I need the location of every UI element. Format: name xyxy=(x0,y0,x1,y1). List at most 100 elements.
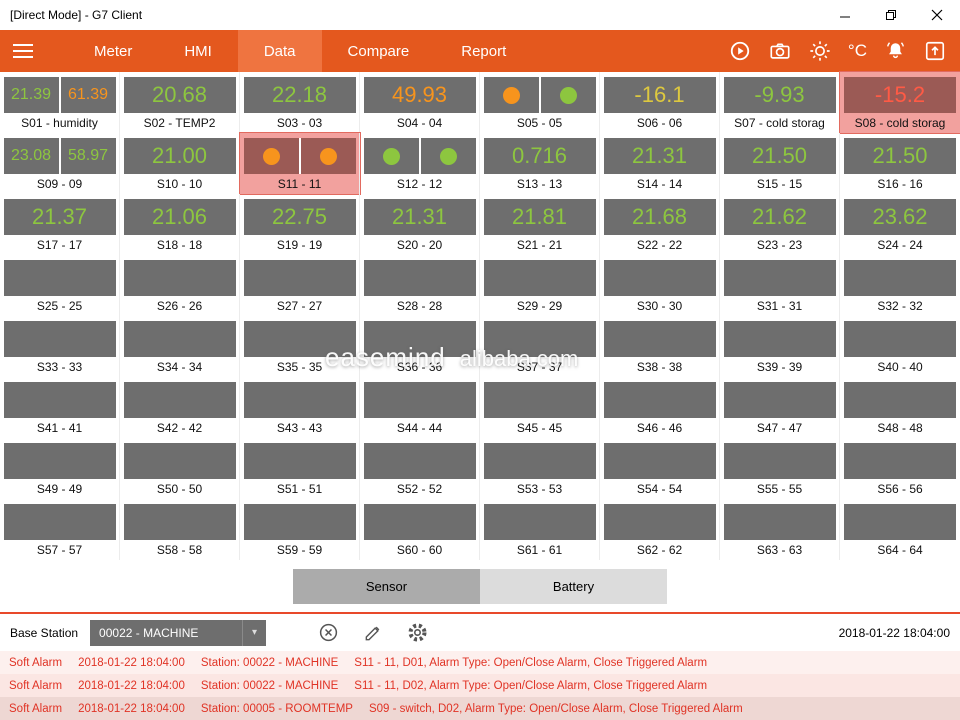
sensor-value-box xyxy=(123,321,236,357)
sensor-value-box xyxy=(3,321,116,357)
alarm-row[interactable]: Soft Alarm 2018-01-22 18:04:00 Station: 00… xyxy=(0,651,960,674)
restore-button[interactable] xyxy=(868,0,914,30)
tab-compare[interactable]: Compare xyxy=(347,42,410,60)
sensor-tile[interactable]: S62 - 62 xyxy=(600,499,720,560)
sensor-tile[interactable]: S51 - 51 xyxy=(240,438,360,499)
sensor-value: 58.97 xyxy=(58,138,116,174)
sensor-tile[interactable]: -15.2 S08 - cold storag xyxy=(839,71,960,134)
sensor-tile[interactable]: S63 - 63 xyxy=(720,499,840,560)
sensor-tile[interactable]: 23.62 S24 - 24 xyxy=(840,194,960,255)
sensor-tile[interactable]: S26 - 26 xyxy=(120,255,240,316)
sensor-tile[interactable]: 21.39 61.39 S01 - humidity xyxy=(0,72,120,133)
sensor-label: S52 - 52 xyxy=(396,482,443,496)
sensor-tile[interactable]: S34 - 34 xyxy=(120,316,240,377)
temperature-unit[interactable]: °C xyxy=(847,41,867,60)
sensor-tile[interactable]: 0.716 S13 - 13 xyxy=(480,133,600,194)
sensor-tile[interactable]: S38 - 38 xyxy=(600,316,720,377)
sensor-tile[interactable]: S11 - 11 xyxy=(239,132,361,195)
tab-report[interactable]: Report xyxy=(461,42,507,60)
sensor-tile[interactable]: S39 - 39 xyxy=(720,316,840,377)
sensor-tile[interactable]: 21.00 S10 - 10 xyxy=(120,133,240,194)
alarm-bell-icon[interactable] xyxy=(884,40,907,62)
alarm-row[interactable]: Soft Alarm 2018-01-22 18:04:00 Station: 00… xyxy=(0,674,960,697)
sensor-tile[interactable]: S57 - 57 xyxy=(0,499,120,560)
sensor-tile[interactable]: S55 - 55 xyxy=(720,438,840,499)
sensor-tile[interactable]: S52 - 52 xyxy=(360,438,480,499)
minimize-button[interactable] xyxy=(822,0,868,30)
sensor-tile[interactable]: 21.31 S14 - 14 xyxy=(600,133,720,194)
sensor-tile[interactable]: S59 - 59 xyxy=(240,499,360,560)
sensor-tile[interactable]: -9.93 S07 - cold storag xyxy=(720,72,840,133)
sensor-tile[interactable]: S61 - 61 xyxy=(480,499,600,560)
sensor-tile[interactable]: S32 - 32 xyxy=(840,255,960,316)
battery-mode-button[interactable]: Battery xyxy=(480,569,667,604)
sensor-mode-button[interactable]: Sensor xyxy=(293,569,480,604)
sensor-value-box: 22.75 xyxy=(243,199,356,235)
sensor-value-box xyxy=(243,382,356,418)
sensor-tile[interactable]: 21.50 S16 - 16 xyxy=(840,133,960,194)
sensor-tile[interactable]: S42 - 42 xyxy=(120,377,240,438)
sensor-value: 23.08 xyxy=(10,147,52,164)
menu-button[interactable] xyxy=(0,30,46,72)
sensor-tile[interactable]: S12 - 12 xyxy=(360,133,480,194)
cancel-circle-icon[interactable] xyxy=(318,622,339,643)
sensor-tile[interactable]: S29 - 29 xyxy=(480,255,600,316)
edit-pencil-icon[interactable] xyxy=(363,623,383,643)
brightness-icon[interactable] xyxy=(809,40,831,62)
sensor-label: S42 - 42 xyxy=(156,421,203,435)
alarm-row[interactable]: Soft Alarm 2018-01-22 18:04:00 Station: 00… xyxy=(0,697,960,720)
sensor-tile[interactable]: S58 - 58 xyxy=(120,499,240,560)
camera-icon[interactable] xyxy=(768,40,792,62)
sensor-tile[interactable]: S64 - 64 xyxy=(840,499,960,560)
sensor-tile[interactable]: 22.75 S19 - 19 xyxy=(240,194,360,255)
sensor-tile[interactable]: S50 - 50 xyxy=(120,438,240,499)
sensor-tile[interactable]: 21.81 S21 - 21 xyxy=(480,194,600,255)
export-image-icon[interactable] xyxy=(924,40,946,62)
run-circle-icon[interactable] xyxy=(729,40,751,62)
sensor-tile[interactable]: -16.1 S06 - 06 xyxy=(600,72,720,133)
sensor-tile[interactable]: S36 - 36 xyxy=(360,316,480,377)
sensor-tile[interactable]: 23.08 58.97 S09 - 09 xyxy=(0,133,120,194)
sensor-tile[interactable]: 21.50 S15 - 15 xyxy=(720,133,840,194)
tab-hmi[interactable]: HMI xyxy=(184,42,212,60)
sensor-tile[interactable]: 21.37 S17 - 17 xyxy=(0,194,120,255)
sensor-tile[interactable]: S43 - 43 xyxy=(240,377,360,438)
sensor-tile[interactable]: S35 - 35 xyxy=(240,316,360,377)
sensor-tile[interactable]: 21.06 S18 - 18 xyxy=(120,194,240,255)
sensor-tile[interactable]: S40 - 40 xyxy=(840,316,960,377)
sensor-value-box xyxy=(483,504,596,540)
sensor-tile[interactable]: S33 - 33 xyxy=(0,316,120,377)
sensor-tile[interactable]: S60 - 60 xyxy=(360,499,480,560)
sensor-tile[interactable]: 49.93 S04 - 04 xyxy=(360,72,480,133)
sensor-tile[interactable]: S47 - 47 xyxy=(720,377,840,438)
sensor-tile[interactable]: S54 - 54 xyxy=(600,438,720,499)
sensor-value-box xyxy=(483,77,596,113)
sensor-tile[interactable]: S05 - 05 xyxy=(480,72,600,133)
sensor-tile[interactable]: S25 - 25 xyxy=(0,255,120,316)
sensor-tile[interactable]: S46 - 46 xyxy=(600,377,720,438)
sensor-tile[interactable]: 21.62 S23 - 23 xyxy=(720,194,840,255)
sensor-tile[interactable]: 21.31 S20 - 20 xyxy=(360,194,480,255)
tab-data[interactable]: Data xyxy=(237,30,322,72)
settings-gear-icon[interactable] xyxy=(407,622,428,643)
sensor-tile[interactable]: S53 - 53 xyxy=(480,438,600,499)
sensor-tile[interactable]: 22.18 S03 - 03 xyxy=(240,72,360,133)
sensor-tile[interactable]: S44 - 44 xyxy=(360,377,480,438)
sensor-label: S41 - 41 xyxy=(36,421,83,435)
sensor-tile[interactable]: S28 - 28 xyxy=(360,255,480,316)
sensor-value-box xyxy=(363,321,476,357)
sensor-tile[interactable]: S49 - 49 xyxy=(0,438,120,499)
sensor-tile[interactable]: S45 - 45 xyxy=(480,377,600,438)
tab-meter[interactable]: Meter xyxy=(94,42,133,60)
station-select[interactable]: 00022 - MACHINE ▾ xyxy=(90,619,267,646)
sensor-tile[interactable]: S56 - 56 xyxy=(840,438,960,499)
sensor-tile[interactable]: S37 - 37 xyxy=(480,316,600,377)
sensor-tile[interactable]: 21.68 S22 - 22 xyxy=(600,194,720,255)
sensor-tile[interactable]: 20.68 S02 - TEMP2 xyxy=(120,72,240,133)
sensor-tile[interactable]: S31 - 31 xyxy=(720,255,840,316)
close-button[interactable] xyxy=(914,0,960,30)
sensor-tile[interactable]: S48 - 48 xyxy=(840,377,960,438)
sensor-tile[interactable]: S27 - 27 xyxy=(240,255,360,316)
sensor-tile[interactable]: S30 - 30 xyxy=(600,255,720,316)
sensor-tile[interactable]: S41 - 41 xyxy=(0,377,120,438)
